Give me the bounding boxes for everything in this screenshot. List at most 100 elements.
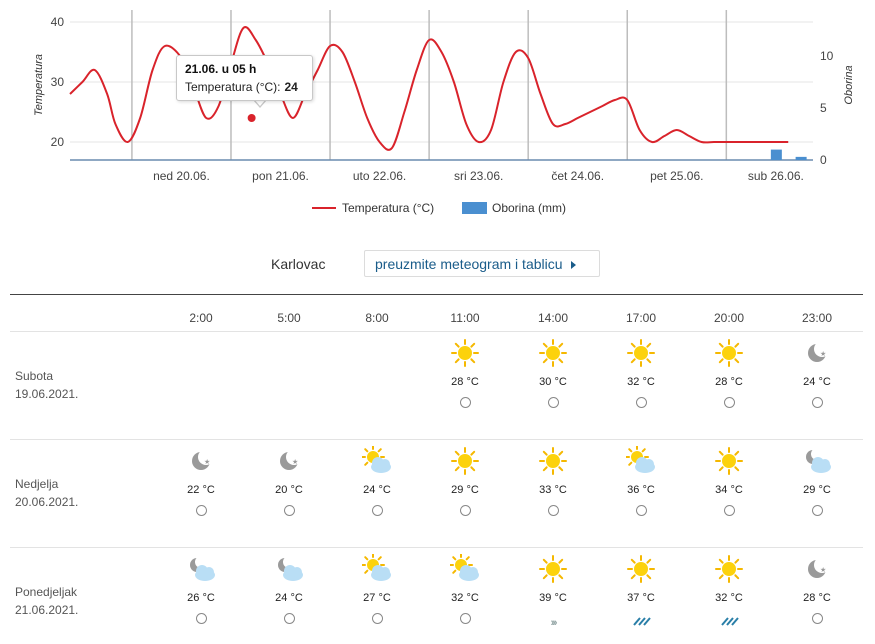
no-precip-icon — [714, 505, 744, 521]
hour-header: 20:00 — [713, 311, 745, 325]
no-precip-icon — [450, 397, 480, 413]
no-precip-icon — [186, 613, 216, 629]
hour-header: 8:00 — [365, 311, 389, 325]
forecast-cell: 39 °C ››› — [523, 554, 583, 629]
sun-icon — [714, 338, 744, 368]
hour-header: 23:00 — [801, 311, 833, 325]
tooltip-label: Temperatura (°C): — [185, 80, 281, 94]
no-precip-icon — [362, 613, 392, 629]
forecast-cell: ★ 20 °C — [259, 446, 319, 521]
row-separator — [10, 331, 863, 332]
y-axis-title: Temperatura — [33, 54, 45, 116]
no-precip-icon — [714, 397, 744, 413]
tooltip-value: 24 — [284, 80, 298, 94]
hour-header: 17:00 — [625, 311, 657, 325]
cell-temperature: 33 °C — [539, 484, 567, 496]
y-tick-label: 40 — [51, 15, 65, 29]
cell-temperature: 28 °C — [803, 592, 831, 604]
x-tick-label: sub 26.06. — [748, 169, 804, 183]
sun-icon — [626, 338, 656, 368]
day-date: 21.06.2021. — [15, 603, 79, 617]
forecast-cell: 28 °C — [699, 338, 759, 413]
no-precip-icon — [274, 505, 304, 521]
forecast-cell: 32 °C — [611, 338, 671, 413]
y-tick-label: 30 — [51, 75, 65, 89]
forecast-cell: 33 °C — [523, 446, 583, 521]
hour-header: 5:00 — [277, 311, 301, 325]
tooltip-arrow — [253, 99, 267, 108]
chart-tooltip: 21.06. u 05 h Temperatura (°C): 24 — [176, 55, 313, 101]
y2-tick-label: 10 — [820, 49, 834, 63]
forecast-cell: 29 °C — [787, 446, 847, 521]
day-name: Ponedjeljak — [15, 585, 78, 599]
forecast-cell: 29 °C — [435, 446, 495, 521]
moon-cloud-icon — [802, 446, 832, 476]
download-meteogram-button[interactable]: preuzmite meteogram i tablicu — [364, 250, 600, 277]
no-precip-icon — [450, 613, 480, 629]
svg-text:★: ★ — [204, 458, 210, 466]
location-bar: Karlovac preuzmite meteogram i tablicu — [0, 250, 875, 278]
forecast-cell: 30 °C — [523, 338, 583, 413]
day-label: Ponedjeljak 21.06.2021. — [15, 583, 78, 619]
sun-cloud-icon — [361, 445, 392, 476]
no-precip-icon — [274, 613, 304, 629]
tooltip-title: 21.06. u 05 h — [185, 62, 257, 76]
svg-text:★: ★ — [820, 350, 826, 358]
forecast-cell: 24 °C — [259, 554, 319, 629]
cell-temperature: 24 °C — [363, 484, 391, 496]
forecast-cell: 28 °C — [435, 338, 495, 413]
wind-icon — [626, 613, 656, 629]
tooltip-point — [247, 114, 256, 122]
forecast-cell: ★ 24 °C — [787, 338, 847, 413]
sun-icon — [714, 554, 744, 584]
sun-icon — [538, 446, 568, 476]
wind-light-icon: ››› — [550, 617, 558, 629]
svg-text:★: ★ — [820, 566, 826, 574]
cell-temperature: 39 °C — [539, 592, 567, 604]
cell-temperature: 36 °C — [627, 484, 655, 496]
precip-bar — [770, 149, 782, 160]
no-precip-icon — [802, 613, 832, 629]
forecast-cell: ★ 22 °C — [171, 446, 231, 521]
x-tick-label: ned 20.06. — [153, 169, 210, 183]
meteogram-chart: 20 30 40 0 5 10 Temperatura Oborina ned 20.06. po… — [33, 10, 855, 215]
row-separator — [10, 547, 863, 548]
x-tick-label: čet 24.06. — [551, 169, 604, 183]
cell-temperature: 22 °C — [187, 484, 215, 496]
sun-icon — [714, 446, 744, 476]
moon-icon: ★ — [274, 446, 304, 476]
y2-tick-label: 5 — [820, 101, 827, 115]
x-tick-label: sri 23.06. — [454, 169, 503, 183]
cell-temperature: 24 °C — [275, 592, 303, 604]
wind-icon — [714, 613, 744, 629]
legend-temp-label: Temperatura (°C) — [342, 201, 434, 215]
precip-bar — [795, 156, 807, 160]
hour-header: 2:00 — [189, 311, 213, 325]
legend-precip-swatch — [462, 202, 487, 214]
y2-tick-label: 0 — [820, 153, 827, 167]
hours-header: 2:00 5:00 8:00 11:00 14:00 17:00 20:00 23:00 — [10, 311, 863, 331]
day-label: Subota 19.06.2021. — [15, 367, 78, 403]
caret-right-icon — [570, 261, 576, 270]
cell-temperature: 32 °C — [627, 376, 655, 388]
sun-cloud-icon — [625, 445, 656, 476]
cell-temperature: 37 °C — [627, 592, 655, 604]
cell-temperature: 34 °C — [715, 484, 743, 496]
sun-icon — [538, 338, 568, 368]
x-tick-label: uto 22.06. — [353, 169, 406, 183]
forecast-cell: 26 °C — [171, 554, 231, 629]
cell-temperature: 32 °C — [451, 592, 479, 604]
row-separator — [10, 439, 863, 440]
moon-icon: ★ — [186, 446, 216, 476]
forecast-cell: 24 °C — [347, 445, 407, 521]
cell-temperature: 29 °C — [451, 484, 479, 496]
moon-cloud-icon — [274, 554, 304, 584]
table-top-rule — [10, 294, 863, 295]
no-precip-icon — [538, 505, 568, 521]
day-label: Nedjelja 20.06.2021. — [15, 475, 78, 511]
tooltip-row: Temperatura (°C): 24 — [185, 80, 304, 94]
download-button-label: preuzmite meteogram i tablicu — [375, 256, 563, 272]
no-precip-icon — [626, 505, 656, 521]
forecast-cell: 34 °C — [699, 446, 759, 521]
y2-axis-title: Oborina — [843, 65, 855, 104]
